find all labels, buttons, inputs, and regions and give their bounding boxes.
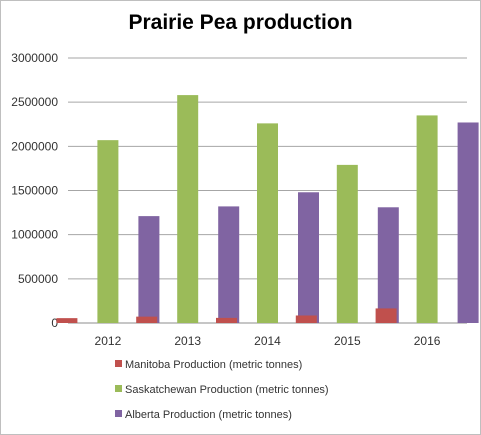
legend-label: Alberta Production (metric tonnes)	[125, 409, 292, 421]
x-tick-label: 2016	[414, 334, 441, 348]
x-tick-label: 2013	[174, 334, 201, 348]
bar-alberta	[457, 122, 479, 323]
y-tick-label: 2000000	[11, 139, 58, 153]
bar-alberta	[138, 216, 160, 323]
bar-alberta	[377, 207, 399, 323]
bar-manitoba	[136, 316, 158, 323]
y-tick-label: 0	[51, 316, 58, 330]
y-tick-label: 500000	[18, 272, 58, 286]
legend-label: Manitoba Production (metric tonnes)	[125, 359, 302, 371]
x-tick-label: 2012	[95, 334, 122, 348]
y-tick-label: 1500000	[11, 184, 58, 198]
legend-label: Saskatchewan Production (metric tonnes)	[125, 384, 329, 396]
bar-manitoba	[295, 315, 317, 323]
bar-manitoba	[216, 317, 237, 323]
legend-swatch	[115, 410, 122, 417]
bar-manitoba	[56, 318, 78, 323]
legend-swatch	[115, 385, 122, 392]
bar-alberta	[218, 206, 240, 323]
bar-saskatchewan	[97, 140, 119, 323]
x-tick-label: 2015	[334, 334, 361, 348]
bar-saskatchewan	[416, 115, 438, 324]
bar-saskatchewan	[336, 164, 358, 323]
bar-manitoba	[375, 308, 397, 323]
bar-saskatchewan	[257, 123, 278, 323]
chart-title: Prairie Pea production	[128, 11, 353, 34]
bar-alberta	[298, 192, 319, 323]
y-tick-label: 3000000	[11, 51, 58, 65]
y-tick-label: 1000000	[11, 228, 58, 242]
x-tick-label: 2014	[254, 334, 281, 348]
y-tick-label: 2500000	[11, 95, 58, 109]
legend-swatch	[115, 360, 122, 367]
bar-saskatchewan	[177, 95, 199, 323]
